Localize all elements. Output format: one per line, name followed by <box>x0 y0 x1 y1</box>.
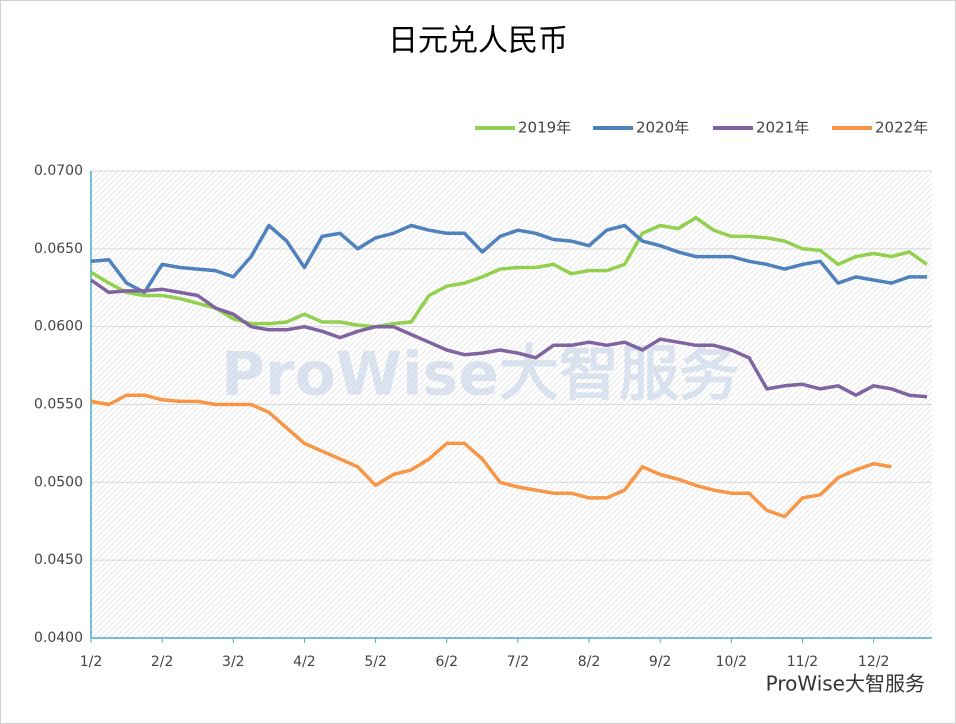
x-tick-label: 3/2 <box>222 654 245 670</box>
x-tick-label: 6/2 <box>435 654 458 670</box>
y-tick-label: 0.0450 <box>34 552 83 568</box>
x-tick-label: 2/2 <box>151 654 174 670</box>
y-tick-label: 0.0400 <box>34 630 83 646</box>
legend-label: 2021年 <box>756 119 809 137</box>
legend-label: 2019年 <box>518 119 571 137</box>
x-tick-label: 4/2 <box>293 654 316 670</box>
y-tick-label: 0.0700 <box>34 163 83 179</box>
x-tick-label: 8/2 <box>578 654 601 670</box>
series-line <box>90 215 929 329</box>
x-tick-label: 11/2 <box>787 654 818 670</box>
series-line <box>90 223 927 295</box>
y-tick-label: 0.0550 <box>34 397 83 413</box>
chart-title: 日元兑人民币 <box>388 24 568 59</box>
series-line <box>90 393 892 519</box>
watermark: ProWise大智服务 <box>221 340 739 410</box>
footer: ProWise大智服务 <box>766 672 925 696</box>
y-tick-label: 0.0500 <box>34 474 83 490</box>
series-line <box>89 278 928 399</box>
legend-label: 2020年 <box>636 119 689 137</box>
x-tick-label: 10/2 <box>716 654 747 670</box>
x-tick-label: 7/2 <box>507 654 530 670</box>
x-tick-label: 12/2 <box>858 654 889 670</box>
legend-label: 2022年 <box>875 119 928 137</box>
y-tick-label: 0.0600 <box>34 319 83 335</box>
x-tick-label: 5/2 <box>364 654 387 670</box>
y-tick-label: 0.0650 <box>34 241 83 257</box>
x-tick-label: 9/2 <box>649 654 672 670</box>
x-tick-label: 1/2 <box>80 654 103 670</box>
